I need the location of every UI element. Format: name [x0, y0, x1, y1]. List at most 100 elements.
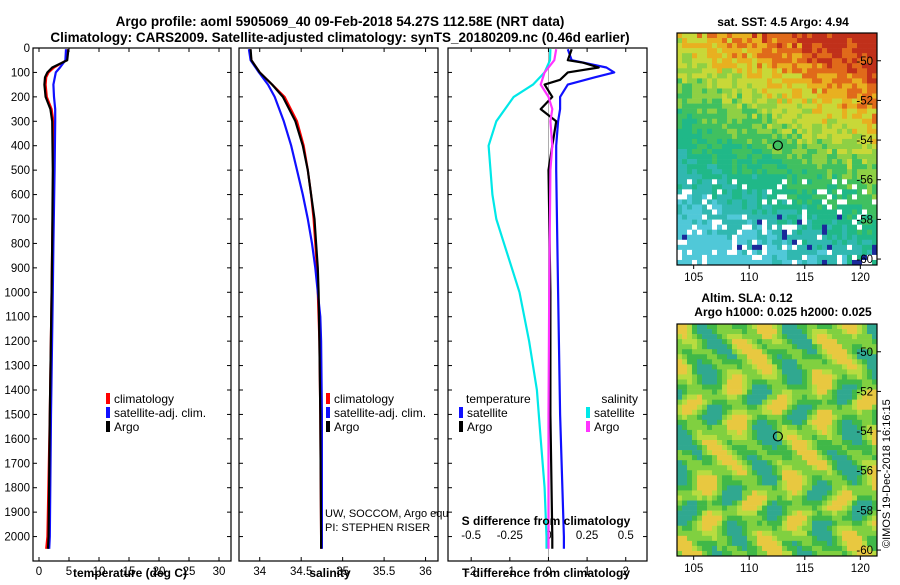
map-cell	[697, 154, 703, 160]
map-cell	[787, 149, 793, 155]
map-cell	[817, 73, 823, 79]
map-cell	[682, 249, 688, 256]
map-cell	[762, 108, 768, 114]
map-cell	[732, 334, 738, 340]
map-cell	[832, 73, 838, 79]
map-cell	[847, 38, 853, 44]
map-cell	[852, 209, 858, 215]
map-cell	[862, 219, 868, 225]
map-y-tick-label: -58	[856, 214, 873, 226]
map-cell	[797, 38, 803, 44]
map-cell	[707, 510, 713, 516]
map-cell	[822, 495, 828, 501]
map-cell	[692, 394, 698, 400]
map-cell	[802, 63, 808, 69]
map-cell	[717, 53, 723, 59]
map-cell	[782, 505, 788, 511]
map-cell	[872, 58, 878, 64]
map-cell	[727, 465, 733, 471]
map-cell	[797, 480, 803, 486]
map-cell	[677, 138, 683, 145]
map-cell	[752, 429, 758, 436]
map-cell	[687, 174, 693, 180]
map-cell	[762, 510, 768, 516]
map-cell	[727, 214, 733, 220]
map-cell	[722, 359, 728, 365]
map-cell	[737, 329, 743, 335]
map-cell	[707, 219, 713, 225]
map-cell	[707, 133, 713, 140]
map-cell	[837, 123, 843, 130]
map-cell	[747, 73, 753, 79]
legend-t-argo-swatch	[459, 421, 463, 432]
map-cell	[837, 525, 843, 532]
map-cell	[867, 159, 873, 165]
map-cell	[802, 520, 808, 527]
map-cell	[742, 339, 748, 345]
map-cell	[702, 209, 708, 215]
map-cell	[807, 169, 813, 175]
map-cell	[712, 414, 718, 421]
map-cell	[692, 374, 698, 380]
map-cell	[747, 83, 753, 89]
map-cell	[742, 349, 748, 355]
map-cell	[692, 249, 698, 256]
map-cell	[837, 540, 843, 547]
map-cell	[857, 239, 863, 246]
map-cell	[847, 530, 853, 537]
map-cell	[687, 515, 693, 521]
map-cell	[782, 344, 788, 350]
map-cell	[757, 63, 763, 69]
map-cell	[862, 445, 868, 451]
map-cell	[762, 344, 768, 350]
map-cell	[782, 83, 788, 89]
map-cell	[867, 118, 873, 125]
map-cell	[822, 389, 828, 395]
map-cell	[832, 545, 838, 552]
map-cell	[797, 108, 803, 114]
map-cell	[732, 138, 738, 145]
map-cell	[857, 339, 863, 345]
map-cell	[717, 78, 723, 84]
map-cell	[697, 369, 703, 375]
map-cell	[707, 224, 713, 230]
map-cell	[727, 535, 733, 542]
map-cell	[747, 224, 753, 230]
map-cell	[677, 128, 683, 135]
map-cell	[692, 354, 698, 360]
map-cell	[682, 349, 688, 355]
map-cell	[767, 485, 773, 491]
map-cell	[757, 379, 763, 385]
map-cell	[827, 159, 833, 165]
map-cell	[857, 470, 863, 476]
map-cell	[722, 429, 728, 436]
map-cell	[762, 209, 768, 215]
map-cell	[867, 204, 873, 210]
map-cell	[822, 369, 828, 375]
map-cell	[732, 354, 738, 360]
map-cell	[762, 259, 768, 266]
map-cell	[792, 530, 798, 537]
map-cell	[697, 113, 703, 120]
map-cell	[727, 324, 733, 330]
map-cell	[867, 485, 873, 491]
map-cell	[737, 389, 743, 395]
map-cell	[737, 545, 743, 552]
map-cell	[757, 409, 763, 416]
map-cell	[707, 48, 713, 54]
map-cell	[717, 470, 723, 476]
x-tick-label: 20	[153, 566, 166, 578]
map-cell	[867, 83, 873, 89]
map-cell	[812, 103, 818, 109]
map-cell	[852, 369, 858, 375]
map-cell	[737, 103, 743, 109]
map-cell	[827, 103, 833, 109]
map-cell	[717, 379, 723, 385]
map-cell	[677, 424, 683, 431]
map-cell	[742, 490, 748, 496]
map-cell	[812, 364, 818, 370]
map-cell	[737, 194, 743, 200]
map-cell	[837, 143, 843, 150]
map-cell	[767, 399, 773, 405]
map-cell	[742, 364, 748, 370]
